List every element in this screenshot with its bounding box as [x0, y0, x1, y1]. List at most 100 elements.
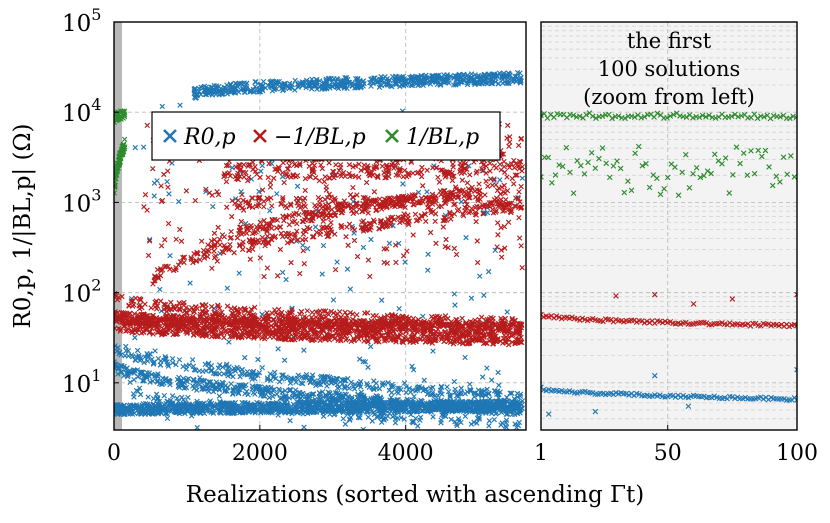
series-0-point — [250, 86, 257, 93]
series-0-point — [393, 73, 399, 80]
series-0-point — [373, 77, 379, 84]
series-0-point — [285, 83, 292, 90]
series-0-point — [446, 80, 452, 86]
series-0-point — [464, 72, 471, 78]
series-0-point — [194, 92, 200, 99]
series-0-point — [340, 78, 346, 84]
series-0-point — [232, 86, 238, 92]
series-0-point — [460, 77, 467, 83]
left-zoom-region — [114, 22, 122, 430]
series-0-point — [378, 73, 384, 80]
series-0-point — [324, 79, 330, 86]
series-0-point — [464, 79, 471, 86]
series-0-point — [452, 82, 459, 88]
series-0-point — [329, 83, 335, 89]
series-0-point — [421, 80, 427, 86]
series-0-point — [472, 80, 478, 86]
series-0-point — [514, 69, 521, 76]
series-0-point — [389, 83, 395, 90]
series-0-point — [483, 73, 489, 80]
series-0-point — [502, 79, 508, 85]
series-0-point — [368, 83, 374, 89]
series-0-point — [243, 82, 249, 88]
series-0-point — [495, 80, 501, 87]
series-0-point — [408, 82, 414, 88]
series-0-point — [278, 82, 284, 88]
series-0-point — [296, 82, 302, 89]
series-0-point — [206, 91, 212, 97]
series-0-point — [510, 76, 516, 82]
series-0-point — [227, 81, 234, 87]
series-0-point — [196, 88, 202, 94]
series-0-point — [421, 73, 427, 80]
series-0-point — [307, 82, 314, 89]
series-0-point — [355, 77, 361, 83]
series-0-point — [404, 80, 410, 87]
series-0-point — [276, 78, 282, 85]
series-0-point — [453, 76, 460, 82]
series-0-point — [260, 78, 267, 85]
series-0-point — [409, 82, 415, 89]
series-0-point — [376, 84, 383, 90]
series-0-point — [513, 78, 520, 84]
series-0-point — [238, 80, 245, 87]
series-0-point — [262, 85, 269, 91]
series-0-point — [354, 83, 360, 89]
series-0-point — [398, 76, 404, 82]
series-0-point — [257, 89, 264, 95]
series-0-point — [435, 75, 441, 82]
series-0-point — [442, 79, 448, 85]
series-0-point — [482, 80, 489, 86]
series-0-point — [377, 76, 383, 83]
series-0-point — [501, 70, 507, 76]
series-0-point — [227, 82, 233, 88]
series-0-point — [252, 83, 258, 90]
series-0-point — [478, 80, 484, 86]
series-0-point — [334, 84, 340, 91]
series-0-point — [267, 83, 273, 89]
series-0-point — [329, 78, 336, 85]
series-0-point — [450, 82, 457, 88]
series-0-point — [213, 83, 220, 89]
series-0-point — [286, 80, 293, 87]
series-0-point — [191, 90, 197, 97]
series-0-point — [314, 86, 320, 92]
series-0-point — [247, 87, 254, 94]
series-0-point — [209, 88, 216, 94]
series-0-point — [219, 90, 225, 97]
series-0-point — [268, 80, 275, 86]
series-0-point — [434, 81, 441, 88]
series-0-point — [402, 80, 408, 87]
series-0-point — [344, 80, 350, 87]
series-0-point — [518, 74, 524, 81]
series-0-point — [385, 78, 391, 84]
series-0-point — [334, 76, 340, 82]
series-0-point — [460, 71, 467, 78]
series-0-point — [317, 84, 323, 90]
series-0-point — [323, 84, 329, 90]
series-0-point — [416, 74, 422, 80]
series-0-point — [467, 76, 473, 82]
series-0-point — [454, 76, 461, 83]
series-0-point — [309, 76, 315, 82]
series-0-point — [355, 75, 361, 82]
series-0-point — [252, 79, 258, 85]
series-0-point — [201, 88, 208, 94]
series-0-point — [225, 86, 231, 93]
series-0-point — [477, 74, 483, 80]
series-0-point — [490, 72, 497, 78]
series-0-point — [341, 84, 348, 91]
series-0-point — [357, 81, 363, 88]
series-0-point — [280, 87, 286, 94]
series-0-point — [409, 76, 415, 83]
series-0-point — [367, 79, 373, 86]
series-0-point — [317, 78, 323, 84]
series-0-point — [269, 88, 276, 94]
series-0-point — [325, 76, 331, 82]
series-0-point — [282, 80, 288, 87]
series-0-point — [506, 71, 512, 77]
series-0-point — [432, 77, 439, 83]
series-0-point — [489, 78, 496, 85]
